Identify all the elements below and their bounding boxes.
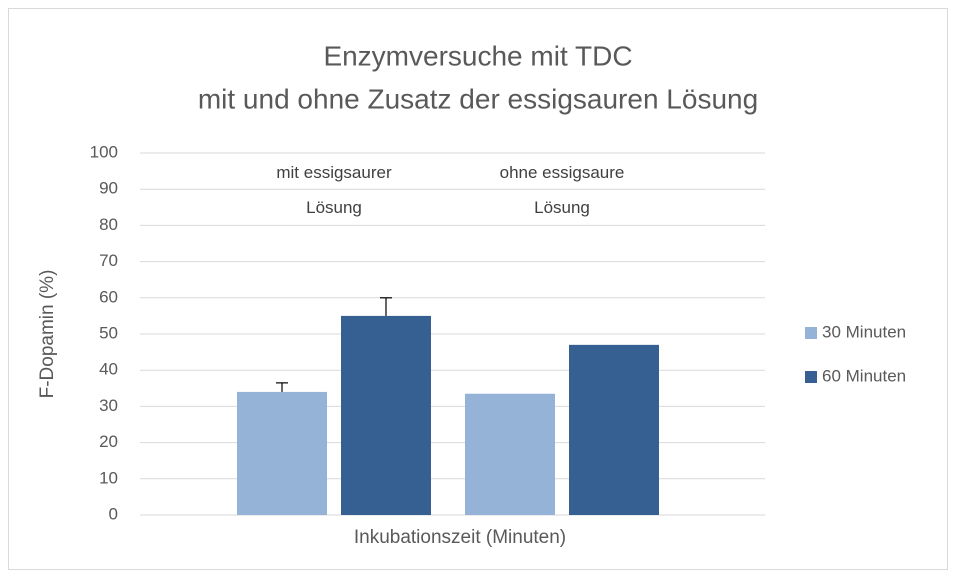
legend-label: 30 Minuten (822, 322, 906, 341)
y-tick-label: 40 (99, 360, 118, 379)
y-tick-label: 70 (99, 251, 118, 270)
y-tick-label: 90 (99, 179, 118, 198)
x-axis-label: Inkubationszeit (Minuten) (354, 527, 566, 548)
chart-title: mit und ohne Zusatz der essigsauren Lösu… (198, 83, 758, 114)
y-tick-label: 80 (99, 215, 118, 234)
y-tick-label: 20 (99, 432, 118, 451)
bar (465, 393, 555, 515)
y-tick-label: 50 (99, 323, 118, 342)
bar (237, 391, 327, 515)
group-label: ohne essigsaure Lösung (499, 163, 625, 217)
y-tick-label: 60 (99, 287, 118, 306)
y-tick-label: 30 (99, 396, 118, 415)
legend-swatch (805, 371, 817, 383)
legend-label: 60 Minuten (822, 366, 906, 385)
bar (569, 344, 659, 515)
legend-swatch (805, 327, 817, 339)
y-tick-label: 0 (109, 504, 118, 523)
y-axis-label: F-Dopamin (%) (37, 270, 58, 399)
y-tick-label: 10 (99, 468, 118, 487)
chart-title: Enzymversuche mit TDC (323, 40, 632, 71)
bar (341, 315, 431, 515)
group-label: mit essigsaurer Lösung (276, 163, 392, 217)
y-tick-label: 100 (90, 142, 118, 161)
